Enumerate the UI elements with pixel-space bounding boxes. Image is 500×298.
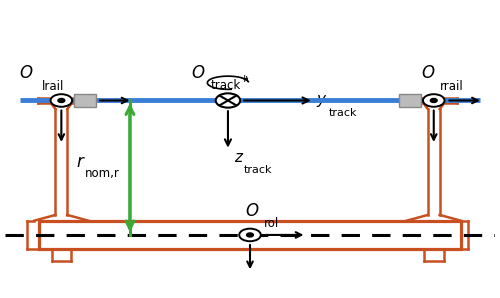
Text: nom,r: nom,r — [85, 167, 119, 180]
Circle shape — [430, 98, 437, 103]
Text: O: O — [20, 63, 33, 82]
Circle shape — [216, 93, 240, 108]
Circle shape — [50, 94, 72, 107]
Text: lrail: lrail — [42, 80, 64, 93]
Text: track: track — [244, 165, 272, 176]
Text: track: track — [328, 108, 357, 118]
Text: rol: rol — [264, 217, 279, 230]
Text: O: O — [245, 202, 258, 220]
Text: y: y — [316, 91, 325, 107]
Circle shape — [423, 94, 444, 107]
Text: r: r — [76, 153, 83, 171]
Text: track: track — [211, 79, 241, 92]
Bar — [74, 94, 96, 107]
Circle shape — [246, 233, 254, 237]
Bar — [40, 221, 461, 249]
Text: z: z — [234, 150, 242, 165]
Bar — [400, 94, 421, 107]
Text: +: + — [240, 74, 250, 84]
Text: O: O — [191, 63, 204, 82]
Circle shape — [58, 98, 65, 103]
Circle shape — [239, 229, 261, 241]
Text: O: O — [422, 63, 434, 82]
Text: rrail: rrail — [440, 80, 464, 93]
